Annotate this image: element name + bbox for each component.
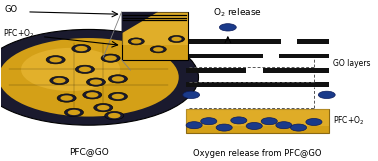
Circle shape	[128, 38, 144, 45]
Bar	[186, 109, 328, 133]
Text: GO layers: GO layers	[333, 59, 370, 68]
Circle shape	[112, 76, 124, 82]
Text: PFC+O$_2$: PFC+O$_2$	[333, 115, 365, 128]
Circle shape	[0, 38, 179, 117]
Circle shape	[50, 57, 62, 62]
Circle shape	[131, 39, 141, 44]
Circle shape	[112, 94, 124, 99]
Circle shape	[60, 95, 73, 101]
Circle shape	[231, 117, 247, 124]
Text: GO: GO	[5, 5, 17, 14]
Circle shape	[90, 79, 102, 85]
Circle shape	[87, 78, 105, 86]
Bar	[186, 109, 328, 126]
Circle shape	[318, 91, 335, 99]
Circle shape	[261, 118, 277, 125]
Circle shape	[53, 78, 65, 83]
Circle shape	[64, 108, 84, 117]
Circle shape	[246, 123, 262, 129]
Circle shape	[94, 104, 113, 112]
Text: Oxygen release from PFC@GO: Oxygen release from PFC@GO	[193, 148, 321, 157]
Circle shape	[169, 35, 184, 43]
Bar	[122, 12, 187, 45]
Circle shape	[186, 122, 202, 129]
Circle shape	[150, 46, 166, 53]
Circle shape	[219, 24, 236, 31]
Circle shape	[153, 47, 163, 52]
Circle shape	[50, 76, 69, 85]
Circle shape	[104, 55, 117, 61]
Circle shape	[290, 124, 307, 131]
Text: PFC@GO: PFC@GO	[69, 147, 108, 156]
Circle shape	[276, 122, 292, 129]
Circle shape	[83, 91, 102, 99]
Bar	[279, 54, 328, 58]
Circle shape	[201, 118, 217, 125]
Circle shape	[108, 92, 127, 101]
Bar	[186, 68, 246, 72]
Bar	[122, 12, 187, 60]
Circle shape	[68, 110, 80, 115]
Circle shape	[75, 46, 87, 51]
Bar	[186, 39, 281, 44]
Bar	[186, 54, 263, 58]
Circle shape	[21, 48, 120, 91]
Circle shape	[105, 111, 124, 120]
Circle shape	[0, 29, 198, 125]
Circle shape	[216, 124, 232, 131]
Circle shape	[57, 94, 76, 102]
Circle shape	[101, 54, 120, 62]
Circle shape	[97, 105, 110, 110]
Circle shape	[86, 92, 99, 98]
Circle shape	[108, 75, 127, 83]
Bar	[263, 68, 328, 72]
Circle shape	[76, 65, 94, 73]
Circle shape	[72, 44, 91, 53]
Bar	[186, 82, 328, 87]
Circle shape	[46, 56, 65, 64]
Circle shape	[79, 67, 91, 72]
Text: PFC+O$_2$: PFC+O$_2$	[3, 28, 34, 40]
Polygon shape	[122, 12, 158, 33]
Circle shape	[171, 37, 182, 41]
Text: O$_2$ release: O$_2$ release	[212, 6, 262, 19]
Circle shape	[183, 91, 200, 99]
Bar	[297, 39, 328, 44]
Circle shape	[306, 118, 322, 126]
Circle shape	[108, 113, 121, 118]
